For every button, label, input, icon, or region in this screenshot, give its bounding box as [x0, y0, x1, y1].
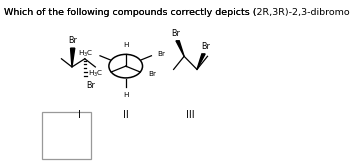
Text: I: I: [78, 110, 80, 120]
Text: Which of the following compounds correctly depicts (2R,3R)-2,3-dibromobutane.: Which of the following compounds correct…: [4, 8, 350, 17]
Text: Br: Br: [86, 81, 95, 90]
Text: H$_3$C: H$_3$C: [88, 69, 104, 79]
Polygon shape: [176, 41, 184, 56]
Text: Br: Br: [148, 71, 156, 77]
Text: H$_3$C: H$_3$C: [78, 49, 94, 59]
Text: H: H: [123, 42, 128, 48]
Text: H: H: [123, 92, 128, 99]
Text: Br: Br: [201, 42, 210, 51]
Text: II: II: [123, 110, 128, 120]
Text: Which of the following compounds correctly depicts (: Which of the following compounds correct…: [4, 8, 257, 17]
Text: III: III: [186, 110, 194, 120]
Bar: [42, 112, 91, 159]
Text: Br: Br: [171, 29, 180, 37]
Polygon shape: [197, 54, 205, 69]
Text: Br: Br: [68, 35, 77, 45]
Polygon shape: [71, 48, 75, 67]
Text: Br: Br: [158, 51, 166, 57]
